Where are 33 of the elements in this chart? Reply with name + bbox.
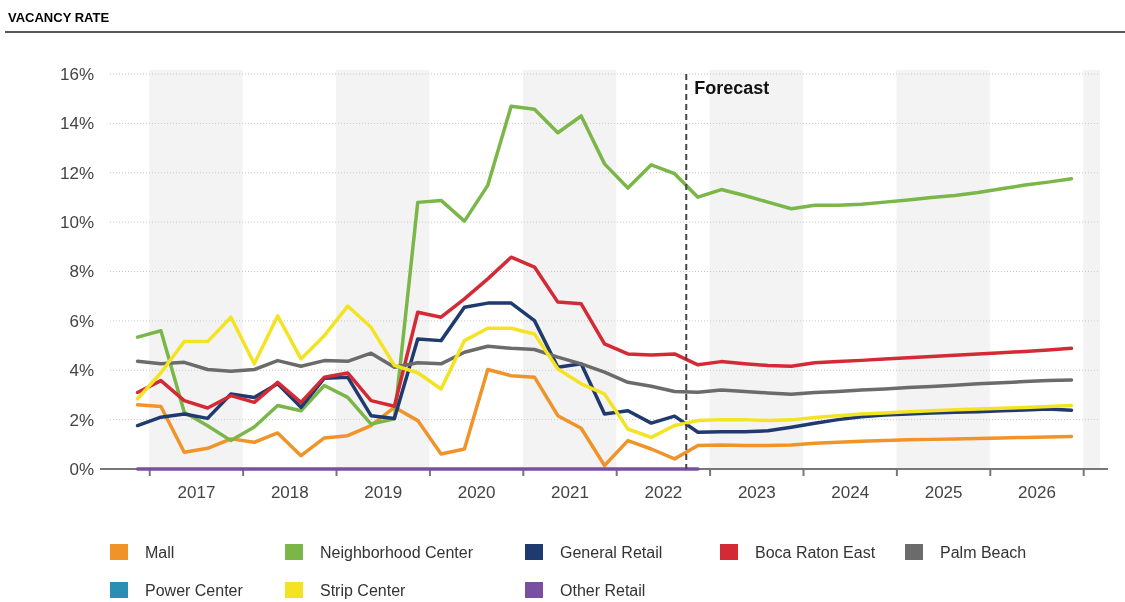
legend-label: General Retail [560,543,663,561]
x-tick-label: 2018 [270,482,309,502]
y-tick-label: 8% [69,262,94,282]
x-tick-label: 2021 [551,482,589,502]
y-tick-label: 6% [69,311,94,331]
legend-label: Power Center [145,581,244,599]
line-series [135,104,1074,443]
y-tick-label: 2% [69,410,94,430]
y-tick-label: 12% [59,163,94,183]
x-tick-label: 2019 [364,482,403,502]
legend-label: Palm Beach [940,543,1027,561]
legend-label: Mall [145,543,175,561]
legend-label: Neighborhood Center [320,543,474,561]
x-tick-label: 2022 [644,482,683,502]
y-tick-label: 10% [59,213,94,233]
line-series [135,344,1074,396]
ref-line-label: Forecast [694,78,770,98]
y-tick-label: 0% [69,459,94,479]
x-tick-label: 2025 [924,482,963,502]
legend-label: Boca Raton East [755,543,876,561]
x-tick-label: 2024 [831,482,870,502]
line-series [135,367,1074,468]
y-tick-label: 4% [69,361,94,381]
x-tick-label: 2017 [177,482,216,502]
legend-label: Strip Center [320,581,407,599]
x-tick-label: 2026 [1018,482,1056,502]
x-tick-label: 2023 [737,482,776,502]
y-tick-label: 16% [59,64,94,84]
chart-title: VACANCY RATE [8,10,110,25]
legend-label: Other Retail [560,581,646,599]
x-tick-label: 2020 [457,482,496,502]
line-series [135,255,1074,410]
y-tick-label: 14% [59,114,94,134]
